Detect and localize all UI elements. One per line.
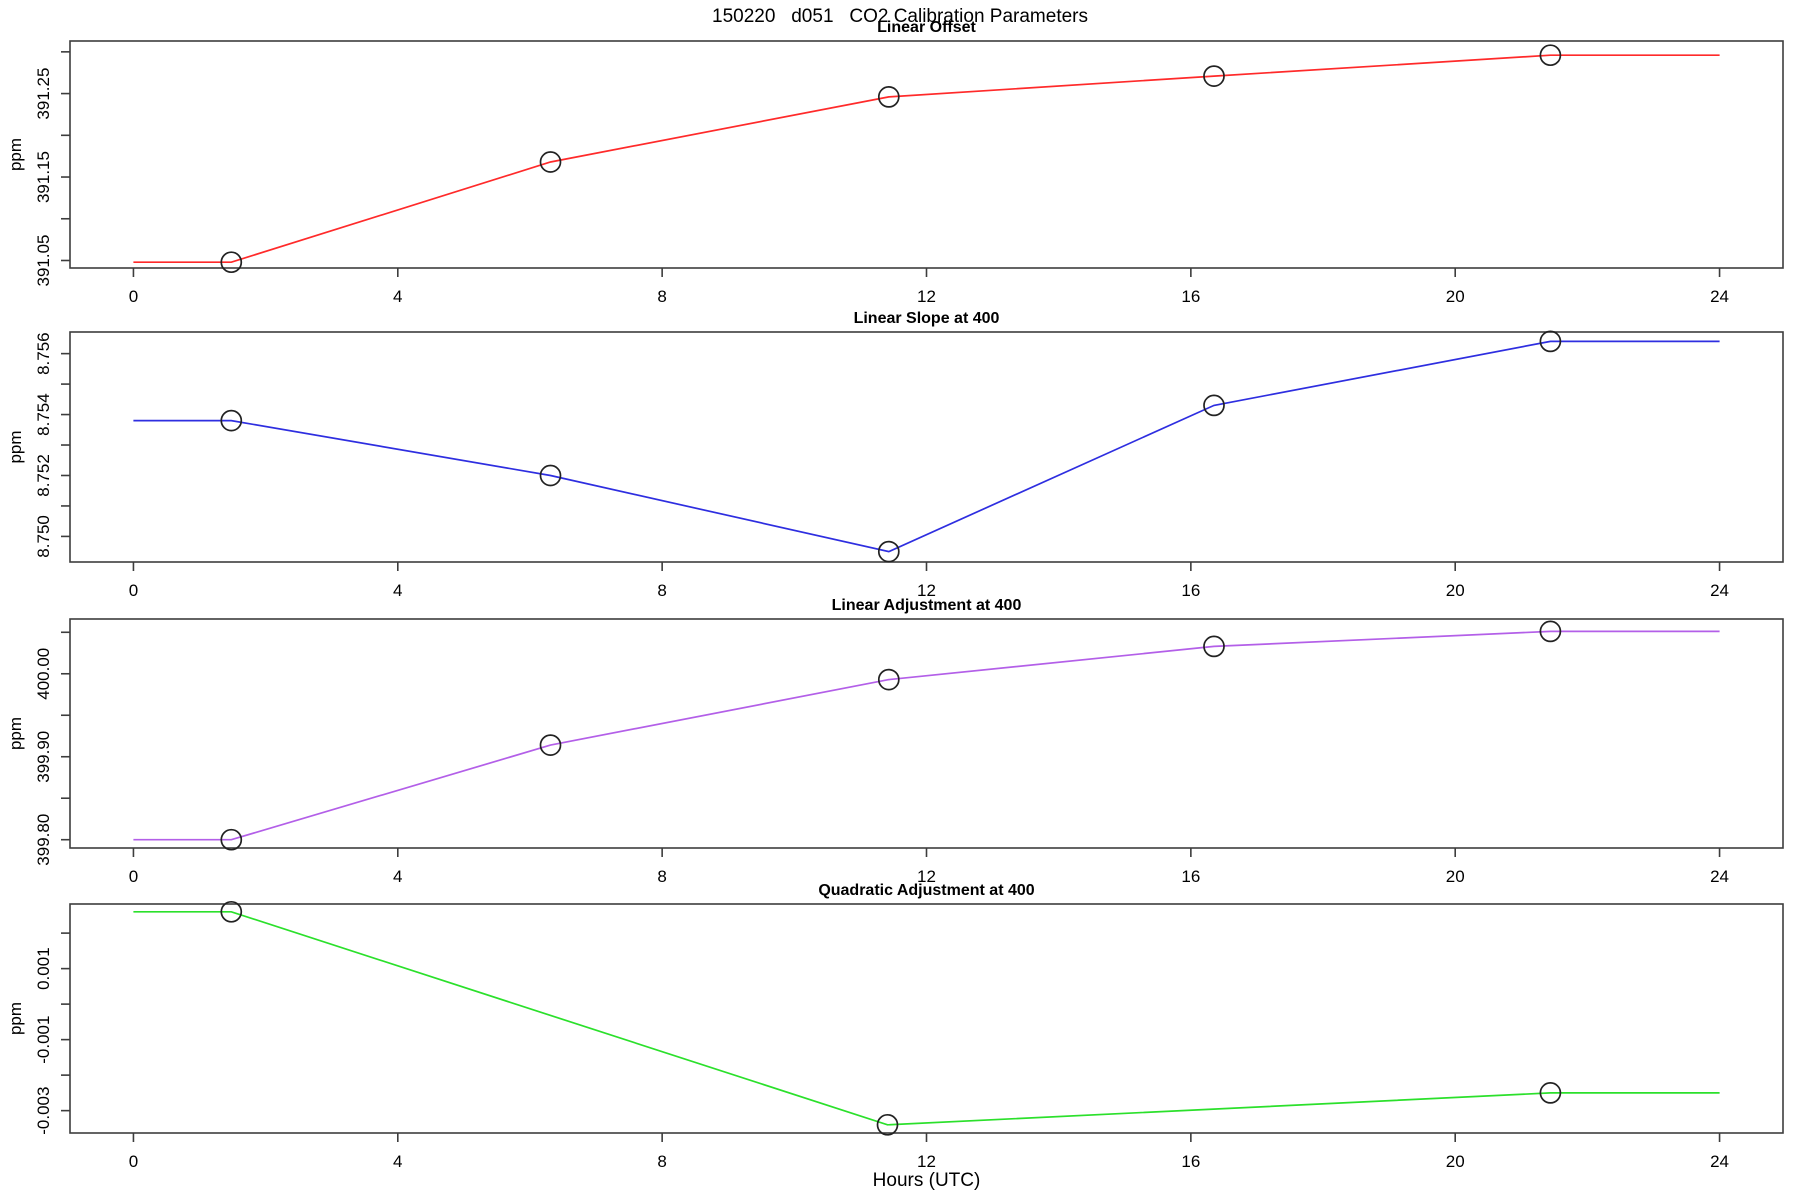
x-tick-label: 12 — [917, 1152, 936, 1171]
x-tick-label: 12 — [917, 867, 936, 886]
x-tick-label: 24 — [1710, 287, 1729, 306]
x-tick-label: 4 — [393, 867, 402, 886]
y-tick-label: -0.003 — [34, 1087, 53, 1135]
panel-box — [69, 903, 1784, 1134]
series-line — [133, 630, 1720, 841]
panel-4: Quadratic Adjustment at 400 0 4 8 12 16 20 24 -0… — [6, 882, 1784, 1171]
x-tick-label: 20 — [1446, 1152, 1465, 1171]
y-tick-label: 8.754 — [34, 393, 53, 436]
x-axis-label: Hours (UTC) — [872, 1170, 981, 1191]
data-point-marker — [1539, 330, 1562, 353]
y-tick-label: 8.756 — [34, 332, 53, 375]
x-tick-label: 8 — [657, 1152, 666, 1171]
data-point-marker — [1203, 635, 1225, 658]
data-point-marker — [1539, 44, 1562, 67]
x-tick-label: 20 — [1446, 287, 1465, 306]
x-tick-label: 0 — [129, 287, 138, 306]
panel-3: Linear Adjustment at 400 0 4 8 12 16 20 24 399.8… — [6, 597, 1784, 886]
y-tick-label: 391.15 — [34, 151, 53, 203]
panel-box — [69, 40, 1784, 269]
y-tick-label: 391.25 — [34, 68, 53, 120]
y-tick-label: 8.752 — [34, 454, 53, 497]
data-point-marker — [1203, 394, 1225, 417]
data-point-marker — [220, 251, 243, 274]
panel-title: Linear Adjustment at 400 — [832, 597, 1022, 614]
panel-title: Linear Offset — [877, 19, 976, 36]
data-point-marker — [876, 1113, 899, 1136]
y-tick-label: 400.00 — [34, 648, 53, 700]
data-point-marker — [220, 409, 243, 432]
x-tick-label: 0 — [129, 1152, 138, 1171]
x-tick-label: 24 — [1710, 581, 1729, 600]
x-tick-label: 20 — [1446, 581, 1465, 600]
x-tick-label: 16 — [1181, 581, 1200, 600]
data-point-marker — [539, 734, 562, 756]
data-point-marker — [539, 151, 562, 173]
x-tick-label: 0 — [129, 581, 138, 600]
panel-box — [69, 331, 1784, 563]
data-point-marker — [1539, 620, 1562, 643]
y-tick-label: 0.001 — [34, 947, 53, 990]
x-tick-label: 20 — [1446, 867, 1465, 886]
x-tick-label: 24 — [1710, 1152, 1729, 1171]
x-tick-label: 16 — [1181, 287, 1200, 306]
page-title: 150220 d051 CO2 Calibration Parameters — [712, 6, 1088, 27]
y-axis-label: ppm — [6, 138, 25, 171]
y-tick-label: 399.80 — [34, 814, 53, 866]
y-axis-label: ppm — [6, 717, 25, 750]
x-tick-label: 16 — [1181, 867, 1200, 886]
y-tick-label: 8.750 — [34, 515, 53, 558]
panel-title: Quadratic Adjustment at 400 — [818, 882, 1034, 899]
y-tick-label: -0.001 — [34, 1016, 53, 1064]
panel-1: Linear Offset 0 4 8 12 16 20 24 391.05 391.15 391.… — [6, 19, 1784, 306]
series-line — [133, 54, 1720, 264]
panel-box — [69, 618, 1784, 849]
series-line — [133, 910, 1720, 1126]
data-point-marker — [220, 828, 243, 851]
series-line — [133, 340, 1720, 553]
data-point-marker — [1539, 1082, 1562, 1104]
x-tick-label: 16 — [1181, 1152, 1200, 1171]
x-tick-label: 12 — [917, 581, 936, 600]
x-tick-label: 12 — [917, 287, 936, 306]
panel-title: Linear Slope at 400 — [854, 310, 1000, 327]
y-tick-label: 399.90 — [34, 731, 53, 783]
data-point-marker — [877, 668, 900, 691]
x-tick-label: 8 — [657, 867, 666, 886]
x-tick-label: 4 — [393, 287, 402, 306]
x-tick-label: 4 — [393, 1152, 402, 1171]
y-tick-label: 391.05 — [34, 234, 53, 286]
y-axis-label: ppm — [6, 430, 25, 463]
y-axis-label: ppm — [6, 1002, 25, 1035]
panel-2: Linear Slope at 400 0 4 8 12 16 20 24 8.750 8.752… — [6, 310, 1784, 600]
data-point-marker — [877, 540, 900, 563]
x-tick-label: 8 — [657, 287, 666, 306]
data-point-marker — [1203, 65, 1225, 87]
data-point-marker — [877, 86, 900, 108]
x-tick-label: 24 — [1710, 867, 1729, 886]
data-point-marker — [539, 464, 562, 487]
x-tick-label: 4 — [393, 581, 402, 600]
data-point-marker — [220, 900, 243, 923]
x-tick-label: 0 — [129, 867, 138, 886]
x-tick-label: 8 — [657, 581, 666, 600]
